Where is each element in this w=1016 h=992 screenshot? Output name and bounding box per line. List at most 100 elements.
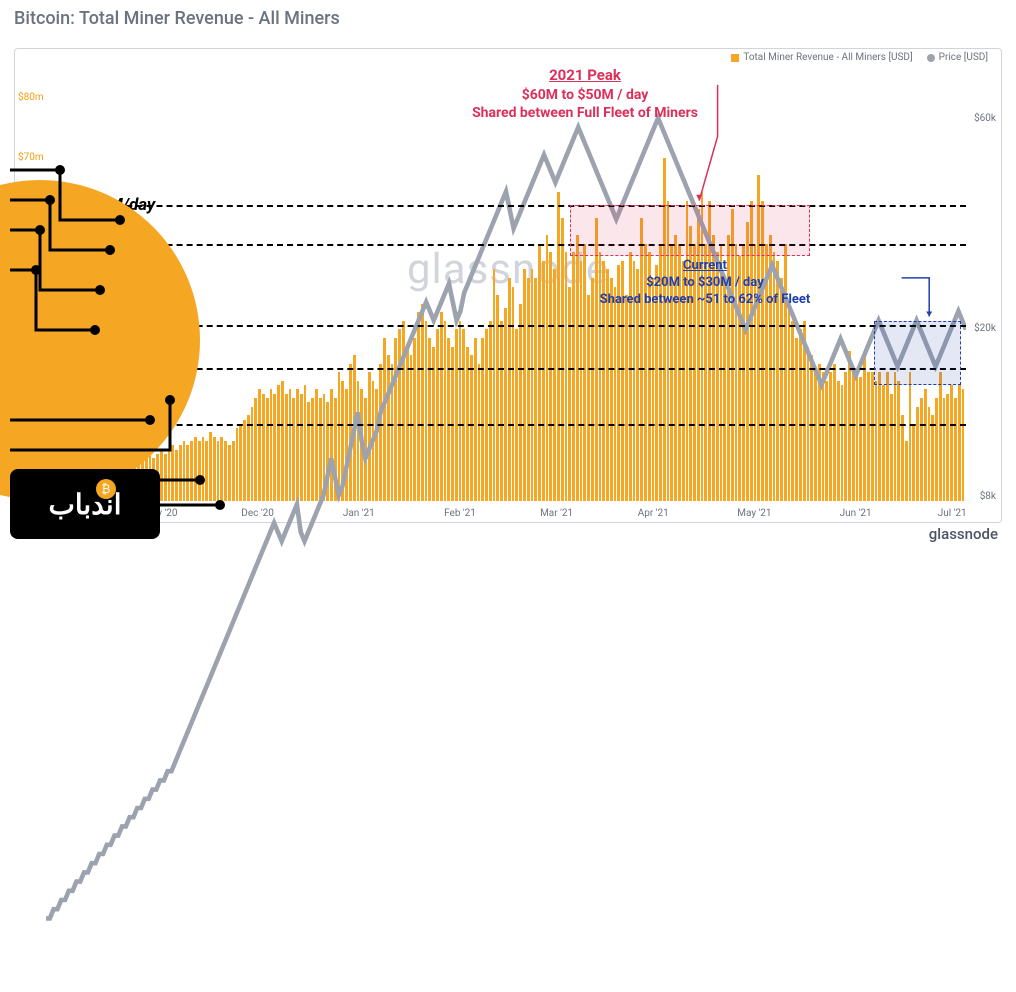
bar — [905, 441, 908, 501]
bar — [652, 278, 655, 501]
bar — [803, 321, 806, 501]
bar — [383, 338, 386, 501]
bar — [814, 372, 817, 501]
bar — [186, 445, 189, 501]
bar — [421, 304, 424, 501]
bar — [455, 329, 458, 501]
bar — [349, 364, 352, 501]
y-tick-right: $60k — [974, 113, 996, 124]
bar — [493, 269, 496, 501]
bar — [943, 398, 946, 501]
bar — [440, 312, 443, 501]
bar — [863, 355, 866, 501]
bar — [939, 372, 942, 501]
bar — [697, 209, 700, 501]
bar — [875, 381, 878, 501]
bar — [852, 368, 855, 501]
bar — [258, 389, 261, 501]
bar — [292, 398, 295, 501]
bar — [750, 201, 753, 501]
annotation-2021-peak: 2021 Peak $60M to $50M / day Shared betw… — [430, 66, 740, 122]
legend: Total Miner Revenue - All Miners [USD] P… — [731, 52, 988, 63]
bar — [844, 372, 847, 501]
bar — [338, 372, 341, 501]
bar — [489, 321, 492, 501]
bar — [277, 385, 280, 501]
bar — [795, 338, 798, 501]
bar — [171, 445, 174, 501]
bar — [387, 355, 390, 501]
bar — [239, 424, 242, 501]
bar — [931, 415, 934, 501]
bar — [417, 312, 420, 501]
bar — [394, 338, 397, 501]
bar — [788, 308, 791, 501]
bar — [364, 398, 367, 501]
bar — [289, 389, 292, 501]
bar — [962, 389, 965, 501]
annotation-current-header: Current — [550, 258, 860, 275]
bar — [319, 398, 322, 501]
bar — [708, 201, 711, 501]
bar — [300, 394, 303, 501]
x-tick: Mar '21 — [540, 508, 573, 519]
bar — [444, 321, 447, 501]
bar — [950, 385, 953, 501]
bar — [534, 278, 537, 501]
legend-item-price: Price [USD] — [927, 52, 988, 63]
bar — [447, 338, 450, 501]
bar — [920, 398, 923, 501]
x-tick: Dec '20 — [241, 508, 274, 519]
x-tick: Jun '21 — [840, 508, 872, 519]
x-tick: Feb '21 — [444, 508, 476, 519]
bar — [164, 454, 167, 501]
bar — [867, 372, 870, 501]
annotation-peak-header: 2021 Peak — [430, 66, 740, 86]
bar — [375, 389, 378, 501]
bar — [799, 329, 802, 501]
bar — [818, 364, 821, 501]
bar — [330, 389, 333, 501]
bar — [515, 329, 518, 501]
bar — [179, 445, 182, 501]
bar — [266, 398, 269, 501]
bar — [591, 278, 594, 501]
bar — [780, 278, 783, 501]
bar — [462, 329, 465, 501]
bar — [353, 355, 356, 501]
y-tick-left: $70m — [18, 152, 44, 163]
reference-line — [46, 424, 966, 426]
bar — [413, 338, 416, 501]
bar — [667, 201, 670, 501]
bar — [500, 321, 503, 501]
legend-label-price: Price [USD] — [939, 52, 988, 63]
bar — [886, 372, 889, 501]
bar — [410, 355, 413, 501]
footer-brand: glassnode — [929, 525, 998, 543]
bar — [326, 402, 329, 501]
bar — [909, 372, 912, 501]
bar — [856, 372, 859, 501]
bar — [508, 278, 511, 501]
bar — [531, 269, 534, 501]
bar — [822, 372, 825, 501]
bar — [217, 441, 220, 501]
bar — [791, 321, 794, 501]
bar — [379, 364, 382, 501]
bar — [833, 364, 836, 501]
annotation-current-line2: Shared between ~51 to 62% of Fleet — [550, 292, 860, 309]
bar — [311, 398, 314, 501]
bar — [345, 389, 348, 501]
bar — [542, 261, 545, 501]
bar — [391, 364, 394, 501]
bar — [614, 287, 617, 502]
reference-line — [46, 205, 966, 207]
chart-title: Bitcoin: Total Miner Revenue - All Miner… — [14, 8, 340, 29]
y-tick-right: $20k — [974, 323, 996, 334]
bar — [663, 158, 666, 501]
bar — [334, 398, 337, 501]
bar — [538, 244, 541, 501]
bar — [213, 437, 216, 501]
legend-swatch-price — [927, 54, 935, 62]
bar — [232, 441, 235, 501]
